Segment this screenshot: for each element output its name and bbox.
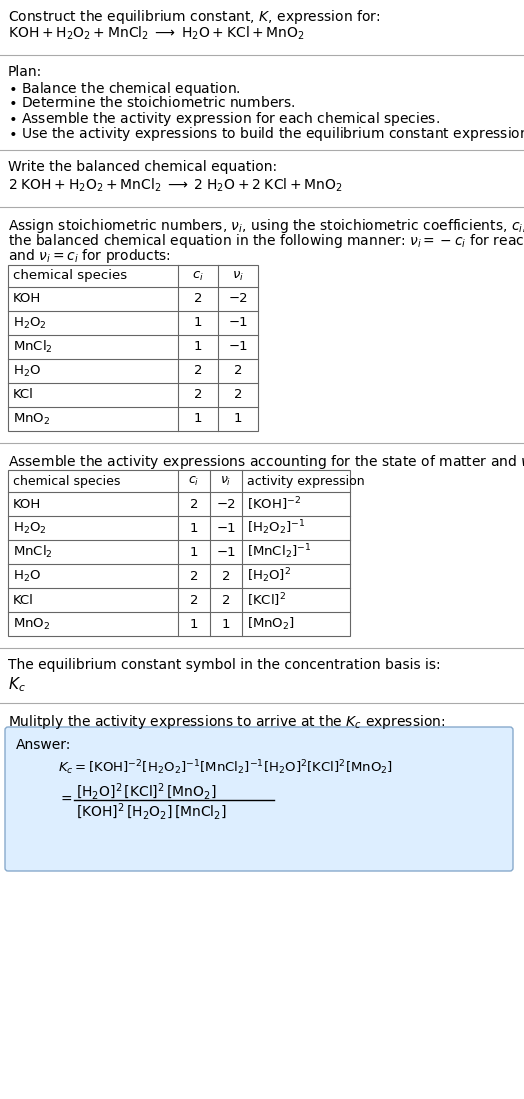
Text: $[\mathrm{H_2O}]^2\,[\mathrm{KCl}]^2\,[\mathrm{MnO_2}]$: $[\mathrm{H_2O}]^2\,[\mathrm{KCl}]^2\,[\… [76,782,216,802]
Text: 2: 2 [194,389,202,401]
Text: $\mathrm{2\;KOH + H_2O_2 + MnCl_2 \;\longrightarrow\; 2\;H_2O + 2\;KCl + MnO_2}$: $\mathrm{2\;KOH + H_2O_2 + MnCl_2 \;\lon… [8,177,343,195]
Text: KCl: KCl [13,389,34,401]
Text: Plan:: Plan: [8,65,42,79]
Text: 1: 1 [234,412,242,425]
Text: −1: −1 [216,522,236,534]
Text: $\mathrm{MnO_2}$: $\mathrm{MnO_2}$ [13,411,50,426]
Text: The equilibrium constant symbol in the concentration basis is:: The equilibrium constant symbol in the c… [8,658,441,671]
Text: 1: 1 [194,341,202,354]
Text: KOH: KOH [13,498,41,511]
Text: 2: 2 [222,569,230,582]
Text: 2: 2 [190,498,198,511]
Text: and $\nu_i = c_i$ for products:: and $\nu_i = c_i$ for products: [8,247,171,265]
Text: $[\mathrm{KCl}]^{2}$: $[\mathrm{KCl}]^{2}$ [247,591,286,609]
Text: $\bullet$ Balance the chemical equation.: $\bullet$ Balance the chemical equation. [8,80,241,98]
Bar [8,470,350,636]
Text: Assign stoichiometric numbers, $\nu_i$, using the stoichiometric coefficients, $: Assign stoichiometric numbers, $\nu_i$, … [8,217,524,235]
Text: 2: 2 [190,593,198,607]
Text: 2: 2 [222,593,230,607]
Text: 2: 2 [194,292,202,306]
Text: chemical species: chemical species [13,269,127,282]
Text: $K_c$: $K_c$ [8,675,26,693]
Text: −1: −1 [228,341,248,354]
Text: $\mathrm{MnO_2}$: $\mathrm{MnO_2}$ [13,617,50,632]
Text: $\mathrm{MnCl_2}$: $\mathrm{MnCl_2}$ [13,544,53,560]
Text: $[\mathrm{KOH}]^{-2}$: $[\mathrm{KOH}]^{-2}$ [247,496,301,513]
Text: $\mathrm{H_2O}$: $\mathrm{H_2O}$ [13,568,41,584]
Text: 1: 1 [190,618,198,631]
Text: Answer:: Answer: [16,739,71,752]
Text: 2: 2 [234,365,242,377]
Text: 1: 1 [194,317,202,330]
Text: $K_c = [\mathrm{KOH}]^{-2}[\mathrm{H_2O_2}]^{-1}[\mathrm{MnCl_2}]^{-1}[\mathrm{H: $K_c = [\mathrm{KOH}]^{-2}[\mathrm{H_2O_… [58,758,393,777]
Text: $[\mathrm{MnO_2}]$: $[\mathrm{MnO_2}]$ [247,615,295,632]
Text: $c_i$: $c_i$ [192,269,204,282]
Text: 1: 1 [194,412,202,425]
Text: $=$: $=$ [58,791,73,804]
Text: $[\mathrm{H_2O_2}]^{-1}$: $[\mathrm{H_2O_2}]^{-1}$ [247,519,305,537]
Text: 2: 2 [194,365,202,377]
Text: chemical species: chemical species [13,475,121,488]
Text: 2: 2 [190,569,198,582]
Text: $[\mathrm{H_2O}]^{2}$: $[\mathrm{H_2O}]^{2}$ [247,567,291,586]
Text: $\mathrm{KOH + H_2O_2 + MnCl_2 \;\longrightarrow\; H_2O + KCl + MnO_2}$: $\mathrm{KOH + H_2O_2 + MnCl_2 \;\longri… [8,25,305,43]
Text: $\bullet$ Determine the stoichiometric numbers.: $\bullet$ Determine the stoichiometric n… [8,95,296,110]
Text: 1: 1 [222,618,230,631]
Text: Write the balanced chemical equation:: Write the balanced chemical equation: [8,160,277,174]
Text: $\mathrm{H_2O_2}$: $\mathrm{H_2O_2}$ [13,521,47,535]
Text: Construct the equilibrium constant, $K$, expression for:: Construct the equilibrium constant, $K$,… [8,8,380,26]
Text: $[\mathrm{KOH}]^2\,[\mathrm{H_2O_2}]\,[\mathrm{MnCl_2}]$: $[\mathrm{KOH}]^2\,[\mathrm{H_2O_2}]\,[\… [76,802,227,822]
Text: KOH: KOH [13,292,41,306]
Text: $\nu_i$: $\nu_i$ [220,475,232,488]
Text: $c_i$: $c_i$ [188,475,200,488]
Text: activity expression: activity expression [247,475,365,488]
Text: the balanced chemical equation in the following manner: $\nu_i = -c_i$ for react: the balanced chemical equation in the fo… [8,232,524,249]
Text: 1: 1 [190,545,198,558]
Text: Assemble the activity expressions accounting for the state of matter and $\nu_i$: Assemble the activity expressions accoun… [8,453,524,471]
Text: $\nu_i$: $\nu_i$ [232,269,244,282]
Text: $\mathrm{H_2O}$: $\mathrm{H_2O}$ [13,364,41,378]
Text: 1: 1 [190,522,198,534]
Text: KCl: KCl [13,593,34,607]
Text: 2: 2 [234,389,242,401]
Text: $\mathrm{MnCl_2}$: $\mathrm{MnCl_2}$ [13,338,53,355]
Text: −1: −1 [216,545,236,558]
Bar [8,265,258,431]
Text: Mulitply the activity expressions to arrive at the $K_c$ expression:: Mulitply the activity expressions to arr… [8,713,445,731]
Text: $\bullet$ Assemble the activity expression for each chemical species.: $\bullet$ Assemble the activity expressi… [8,110,440,127]
Text: $[\mathrm{MnCl_2}]^{-1}$: $[\mathrm{MnCl_2}]^{-1}$ [247,543,311,562]
Text: −2: −2 [228,292,248,306]
Text: −1: −1 [228,317,248,330]
Text: −2: −2 [216,498,236,511]
FancyBboxPatch shape [5,728,513,872]
Text: $\bullet$ Use the activity expressions to build the equilibrium constant express: $\bullet$ Use the activity expressions t… [8,125,524,143]
Text: $\mathrm{H_2O_2}$: $\mathrm{H_2O_2}$ [13,315,47,331]
